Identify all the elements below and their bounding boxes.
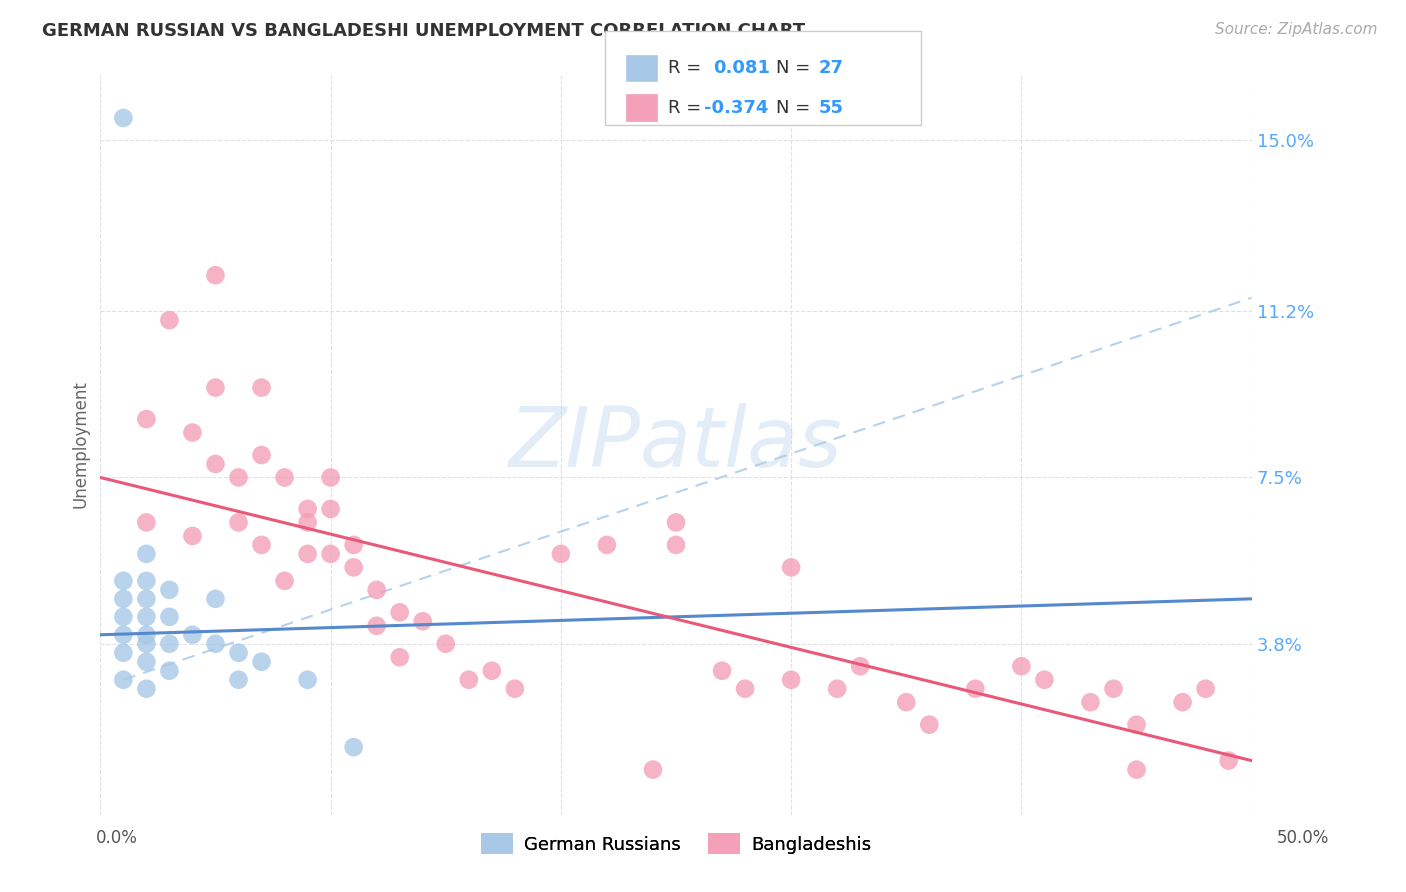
Point — [1171, 695, 1194, 709]
Text: N =: N = — [776, 59, 810, 77]
Point — [135, 574, 157, 588]
Text: R =: R = — [668, 99, 702, 117]
Point — [250, 448, 273, 462]
Point — [1218, 754, 1240, 768]
Point — [250, 655, 273, 669]
Point — [896, 695, 918, 709]
Point — [780, 560, 803, 574]
Point — [250, 381, 273, 395]
Point — [228, 646, 250, 660]
Point — [319, 547, 342, 561]
Point — [228, 673, 250, 687]
Point — [641, 763, 664, 777]
Point — [135, 628, 157, 642]
Point — [228, 516, 250, 530]
Point — [112, 111, 135, 125]
Point — [273, 470, 295, 484]
Point — [481, 664, 503, 678]
Point — [135, 681, 157, 696]
Point — [159, 313, 181, 327]
Point — [412, 615, 434, 629]
Point — [112, 591, 135, 606]
Point — [204, 637, 226, 651]
Point — [711, 664, 734, 678]
Point — [1125, 763, 1147, 777]
Point — [1080, 695, 1102, 709]
Text: GERMAN RUSSIAN VS BANGLADESHI UNEMPLOYMENT CORRELATION CHART: GERMAN RUSSIAN VS BANGLADESHI UNEMPLOYME… — [42, 22, 806, 40]
Point — [550, 547, 572, 561]
Point — [1033, 673, 1056, 687]
Point — [159, 664, 181, 678]
Point — [112, 646, 135, 660]
Point — [665, 538, 688, 552]
Point — [434, 637, 457, 651]
Point — [204, 591, 226, 606]
Point — [1194, 681, 1216, 696]
Point — [181, 425, 204, 440]
Point — [135, 547, 157, 561]
Point — [204, 268, 226, 283]
Point — [918, 717, 941, 731]
Point — [181, 529, 204, 543]
Point — [135, 516, 157, 530]
Point — [388, 650, 411, 665]
Point — [366, 582, 388, 597]
Point — [388, 605, 411, 619]
Text: 0.081: 0.081 — [713, 59, 770, 77]
Point — [159, 582, 181, 597]
Point — [159, 609, 181, 624]
Point — [503, 681, 526, 696]
Point — [273, 574, 295, 588]
Point — [250, 538, 273, 552]
Point — [204, 457, 226, 471]
Point — [112, 609, 135, 624]
Point — [319, 470, 342, 484]
Point — [135, 655, 157, 669]
Text: 50.0%: 50.0% — [1277, 829, 1329, 847]
Point — [297, 673, 319, 687]
Point — [1102, 681, 1125, 696]
Point — [228, 470, 250, 484]
Point — [825, 681, 848, 696]
Point — [343, 560, 366, 574]
Point — [343, 740, 366, 755]
Point — [343, 538, 366, 552]
Text: -0.374: -0.374 — [704, 99, 769, 117]
Text: 55: 55 — [818, 99, 844, 117]
Point — [734, 681, 756, 696]
Point — [112, 673, 135, 687]
Point — [366, 619, 388, 633]
Point — [135, 637, 157, 651]
Point — [965, 681, 987, 696]
Point — [1010, 659, 1032, 673]
Point — [319, 502, 342, 516]
Point — [596, 538, 619, 552]
Point — [780, 673, 803, 687]
Point — [159, 637, 181, 651]
Legend: German Russians, Bangladeshis: German Russians, Bangladeshis — [474, 826, 879, 861]
Point — [297, 516, 319, 530]
Y-axis label: Unemployment: Unemployment — [72, 380, 89, 508]
Point — [181, 628, 204, 642]
Text: 27: 27 — [818, 59, 844, 77]
Point — [135, 591, 157, 606]
Point — [457, 673, 479, 687]
Text: ZIPatlas: ZIPatlas — [509, 403, 842, 484]
Point — [665, 516, 688, 530]
Point — [297, 502, 319, 516]
Text: R =: R = — [668, 59, 702, 77]
Text: 0.0%: 0.0% — [96, 829, 138, 847]
Point — [297, 547, 319, 561]
Text: Source: ZipAtlas.com: Source: ZipAtlas.com — [1215, 22, 1378, 37]
Point — [135, 609, 157, 624]
Point — [112, 628, 135, 642]
Point — [1125, 717, 1147, 731]
Text: N =: N = — [776, 99, 810, 117]
Point — [204, 381, 226, 395]
Point — [135, 412, 157, 426]
Point — [112, 574, 135, 588]
Point — [849, 659, 872, 673]
